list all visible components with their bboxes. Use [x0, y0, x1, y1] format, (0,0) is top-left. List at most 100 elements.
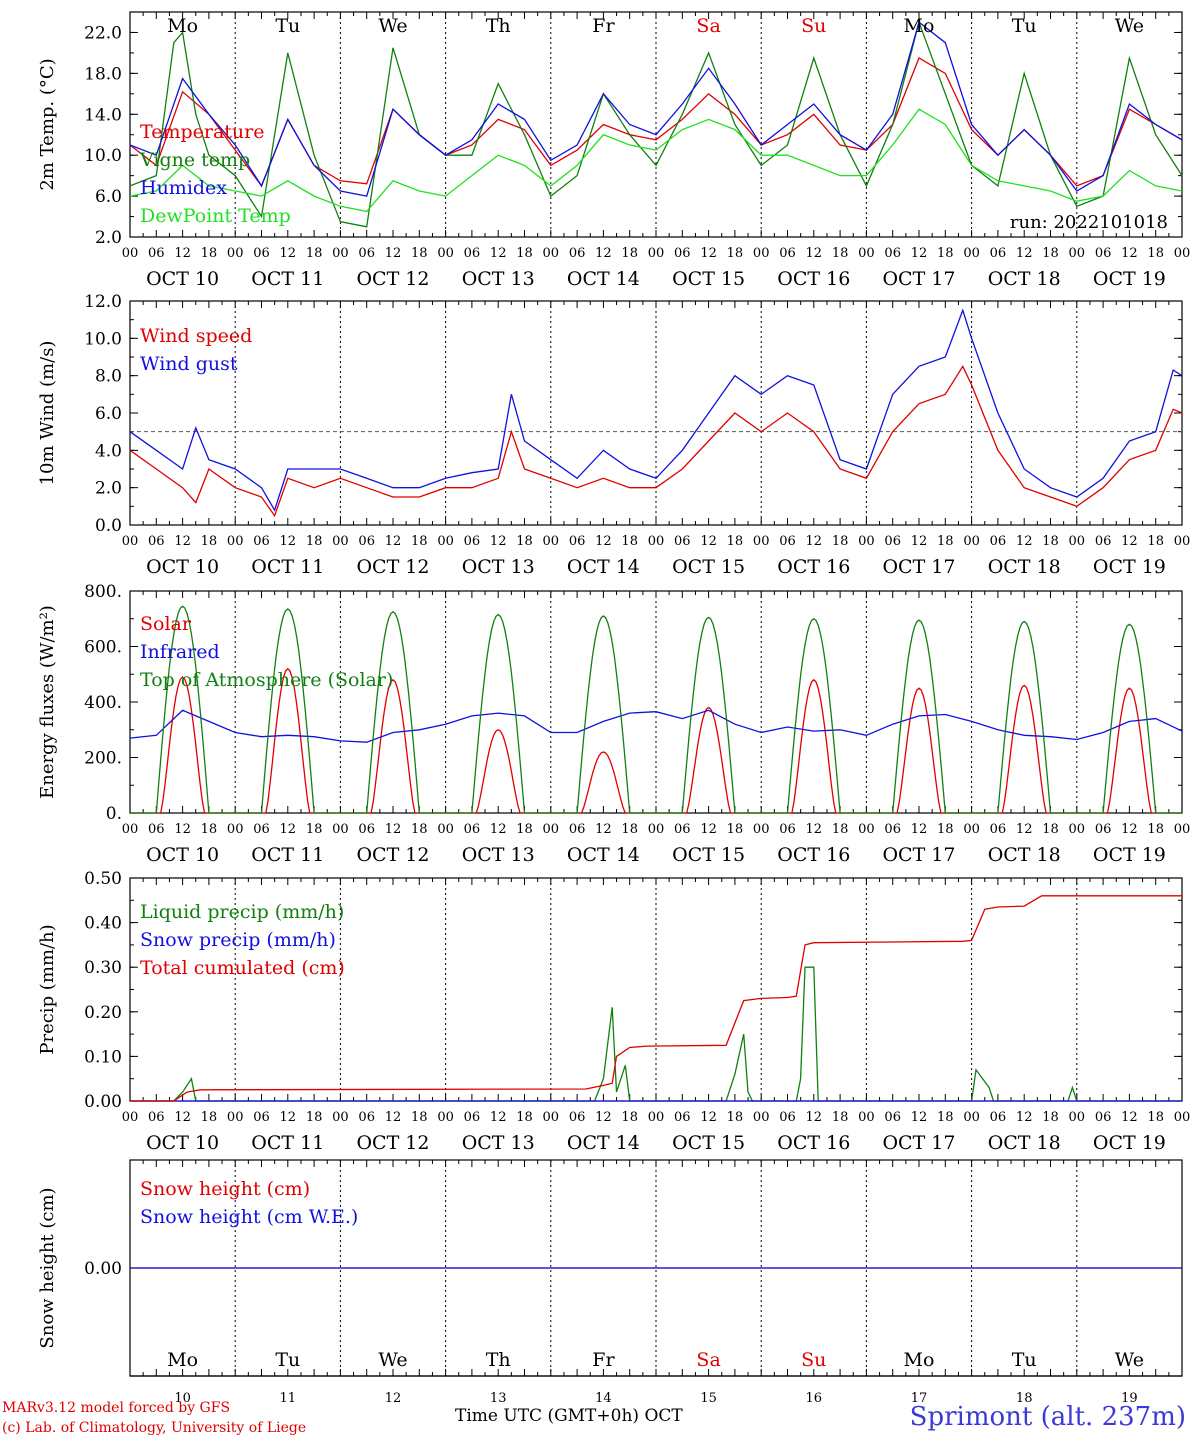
x-date-label: OCT 13 — [462, 268, 535, 290]
x-hour-label: 12 — [1016, 534, 1033, 549]
x-hour-label: 06 — [674, 822, 691, 837]
x-hour-label: 00 — [332, 1110, 349, 1125]
x-hour-label: 06 — [779, 534, 796, 549]
x-date-label: OCT 11 — [251, 844, 324, 866]
y-tick-label: 600. — [84, 638, 122, 658]
day-number-label: 13 — [490, 1391, 507, 1406]
x-hour-label: 18 — [727, 1110, 744, 1125]
x-date-label: OCT 17 — [882, 556, 955, 578]
x-hour-label: 00 — [963, 1110, 980, 1125]
x-date-label: OCT 14 — [567, 844, 640, 866]
y-tick-label: 0.10 — [84, 1047, 122, 1067]
x-hour-label: 06 — [358, 534, 375, 549]
y-axis-label: 2m Temp. (°C) — [37, 58, 58, 190]
day-number-label: 16 — [806, 1391, 823, 1406]
station-name: Sprimont (alt. 237m) — [909, 1402, 1186, 1432]
y-tick-label: 6.0 — [95, 404, 122, 424]
x-date-label: OCT 15 — [672, 556, 745, 578]
x-date-label: OCT 12 — [356, 268, 429, 290]
x-hour-label: 06 — [148, 534, 165, 549]
x-hour-label: 00 — [1069, 534, 1086, 549]
day-number-label: 17 — [911, 1391, 928, 1406]
day-number-label: 12 — [385, 1391, 402, 1406]
y-tick-label: 0.00 — [84, 1259, 122, 1279]
series-line-wind-gust — [129, 308, 1183, 512]
x-hour-label: 18 — [832, 1110, 849, 1125]
x-date-label: OCT 17 — [882, 1132, 955, 1154]
x-hour-label: 00 — [753, 246, 770, 261]
day-number-label: 18 — [1016, 1391, 1033, 1406]
x-hour-label: 12 — [700, 822, 717, 837]
x-hour-label: 00 — [858, 246, 875, 261]
x-hour-label: 12 — [174, 534, 191, 549]
x-hour-label: 18 — [411, 1110, 428, 1125]
x-hour-label: 06 — [464, 822, 481, 837]
x-hour-label: 06 — [358, 1110, 375, 1125]
x-hour-label: 00 — [963, 534, 980, 549]
x-hour-label: 12 — [1121, 534, 1138, 549]
x-hour-label: 12 — [174, 246, 191, 261]
legend-entry: Wind speed — [140, 325, 252, 347]
x-hour-label: 06 — [569, 1110, 586, 1125]
x-date-label: OCT 16 — [777, 268, 850, 290]
x-hour-label: 06 — [148, 822, 165, 837]
x-hour-label: 06 — [884, 534, 901, 549]
x-hour-label: 00 — [543, 246, 560, 261]
x-hour-label: 06 — [990, 534, 1007, 549]
x-hour-label: 06 — [779, 822, 796, 837]
day-of-week-label: Th — [486, 1349, 511, 1371]
x-hour-label: 06 — [464, 246, 481, 261]
x-hour-label: 18 — [937, 822, 954, 837]
x-hour-label: 12 — [911, 1110, 928, 1125]
x-hour-label: 18 — [727, 822, 744, 837]
x-date-label: OCT 19 — [1093, 268, 1166, 290]
x-hour-label: 00 — [227, 534, 244, 549]
x-hour-label: 06 — [1095, 246, 1112, 261]
x-hour-label: 06 — [674, 534, 691, 549]
x-hour-label: 06 — [884, 1110, 901, 1125]
x-hour-label: 06 — [569, 246, 586, 261]
x-hour-label: 00 — [227, 822, 244, 837]
day-of-week-label: Tu — [275, 1349, 300, 1371]
x-hour-label: 12 — [490, 246, 507, 261]
day-of-week-label: Su — [801, 15, 826, 37]
model-credit: MARv3.12 model forced by GFS — [2, 1400, 231, 1416]
x-hour-label: 12 — [174, 1110, 191, 1125]
x-hour-label: 06 — [1095, 534, 1112, 549]
x-date-label: OCT 16 — [777, 556, 850, 578]
day-of-week-label: Sa — [696, 1349, 720, 1371]
y-tick-label: 0.40 — [84, 914, 122, 934]
x-date-label: OCT 16 — [777, 1132, 850, 1154]
x-hour-label: 06 — [674, 246, 691, 261]
legend-entry: Top of Atmosphere (Solar) — [140, 669, 393, 691]
x-hour-label: 00 — [1069, 1110, 1086, 1125]
x-hour-label: 18 — [621, 246, 638, 261]
x-date-label: OCT 19 — [1093, 844, 1166, 866]
x-date-label: OCT 12 — [356, 844, 429, 866]
y-tick-label: 10.0 — [84, 146, 122, 166]
day-number-label: 11 — [280, 1391, 297, 1406]
x-date-label: OCT 17 — [882, 844, 955, 866]
x-hour-label: 18 — [411, 246, 428, 261]
y-tick-label: 8.0 — [95, 367, 122, 387]
y-tick-label: 14.0 — [84, 105, 122, 125]
x-hour-label: 00 — [1069, 246, 1086, 261]
x-hour-label: 06 — [569, 534, 586, 549]
x-date-label: OCT 13 — [462, 1132, 535, 1154]
x-date-label: OCT 14 — [567, 268, 640, 290]
x-hour-label: 00 — [963, 246, 980, 261]
x-hour-label: 06 — [990, 246, 1007, 261]
x-date-label: OCT 14 — [567, 556, 640, 578]
x-hour-label: 18 — [1147, 1110, 1164, 1125]
series-line-top-of-atmosphere-solar- — [130, 605, 1182, 814]
x-hour-label: 00 — [858, 534, 875, 549]
day-of-week-label: Mo — [904, 15, 935, 37]
x-date-label: OCT 19 — [1093, 556, 1166, 578]
x-date-label: OCT 10 — [146, 1132, 219, 1154]
x-date-label: OCT 13 — [462, 556, 535, 578]
x-hour-label: 18 — [832, 534, 849, 549]
x-hour-label: 00 — [227, 246, 244, 261]
legend-entry: DewPoint Temp — [140, 205, 291, 227]
x-hour-label: 18 — [306, 1110, 323, 1125]
